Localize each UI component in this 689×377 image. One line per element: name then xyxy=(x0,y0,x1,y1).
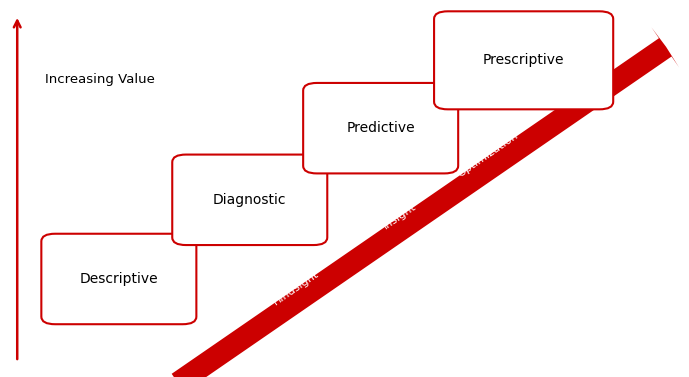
Text: Insight: Insight xyxy=(381,201,418,231)
Text: Increasing Value: Increasing Value xyxy=(45,73,154,86)
Text: Hindsight: Hindsight xyxy=(271,268,320,307)
Text: Prescriptive: Prescriptive xyxy=(483,53,564,67)
Text: Predictive: Predictive xyxy=(347,121,415,135)
FancyBboxPatch shape xyxy=(303,83,458,173)
Text: Descriptive: Descriptive xyxy=(79,272,158,286)
FancyBboxPatch shape xyxy=(434,11,613,109)
FancyBboxPatch shape xyxy=(172,155,327,245)
FancyBboxPatch shape xyxy=(41,234,196,324)
Text: Optimization: Optimization xyxy=(455,131,520,179)
Text: Information: Information xyxy=(225,346,284,377)
Text: Diagnostic: Diagnostic xyxy=(213,193,287,207)
Text: Foresight: Foresight xyxy=(522,73,569,110)
